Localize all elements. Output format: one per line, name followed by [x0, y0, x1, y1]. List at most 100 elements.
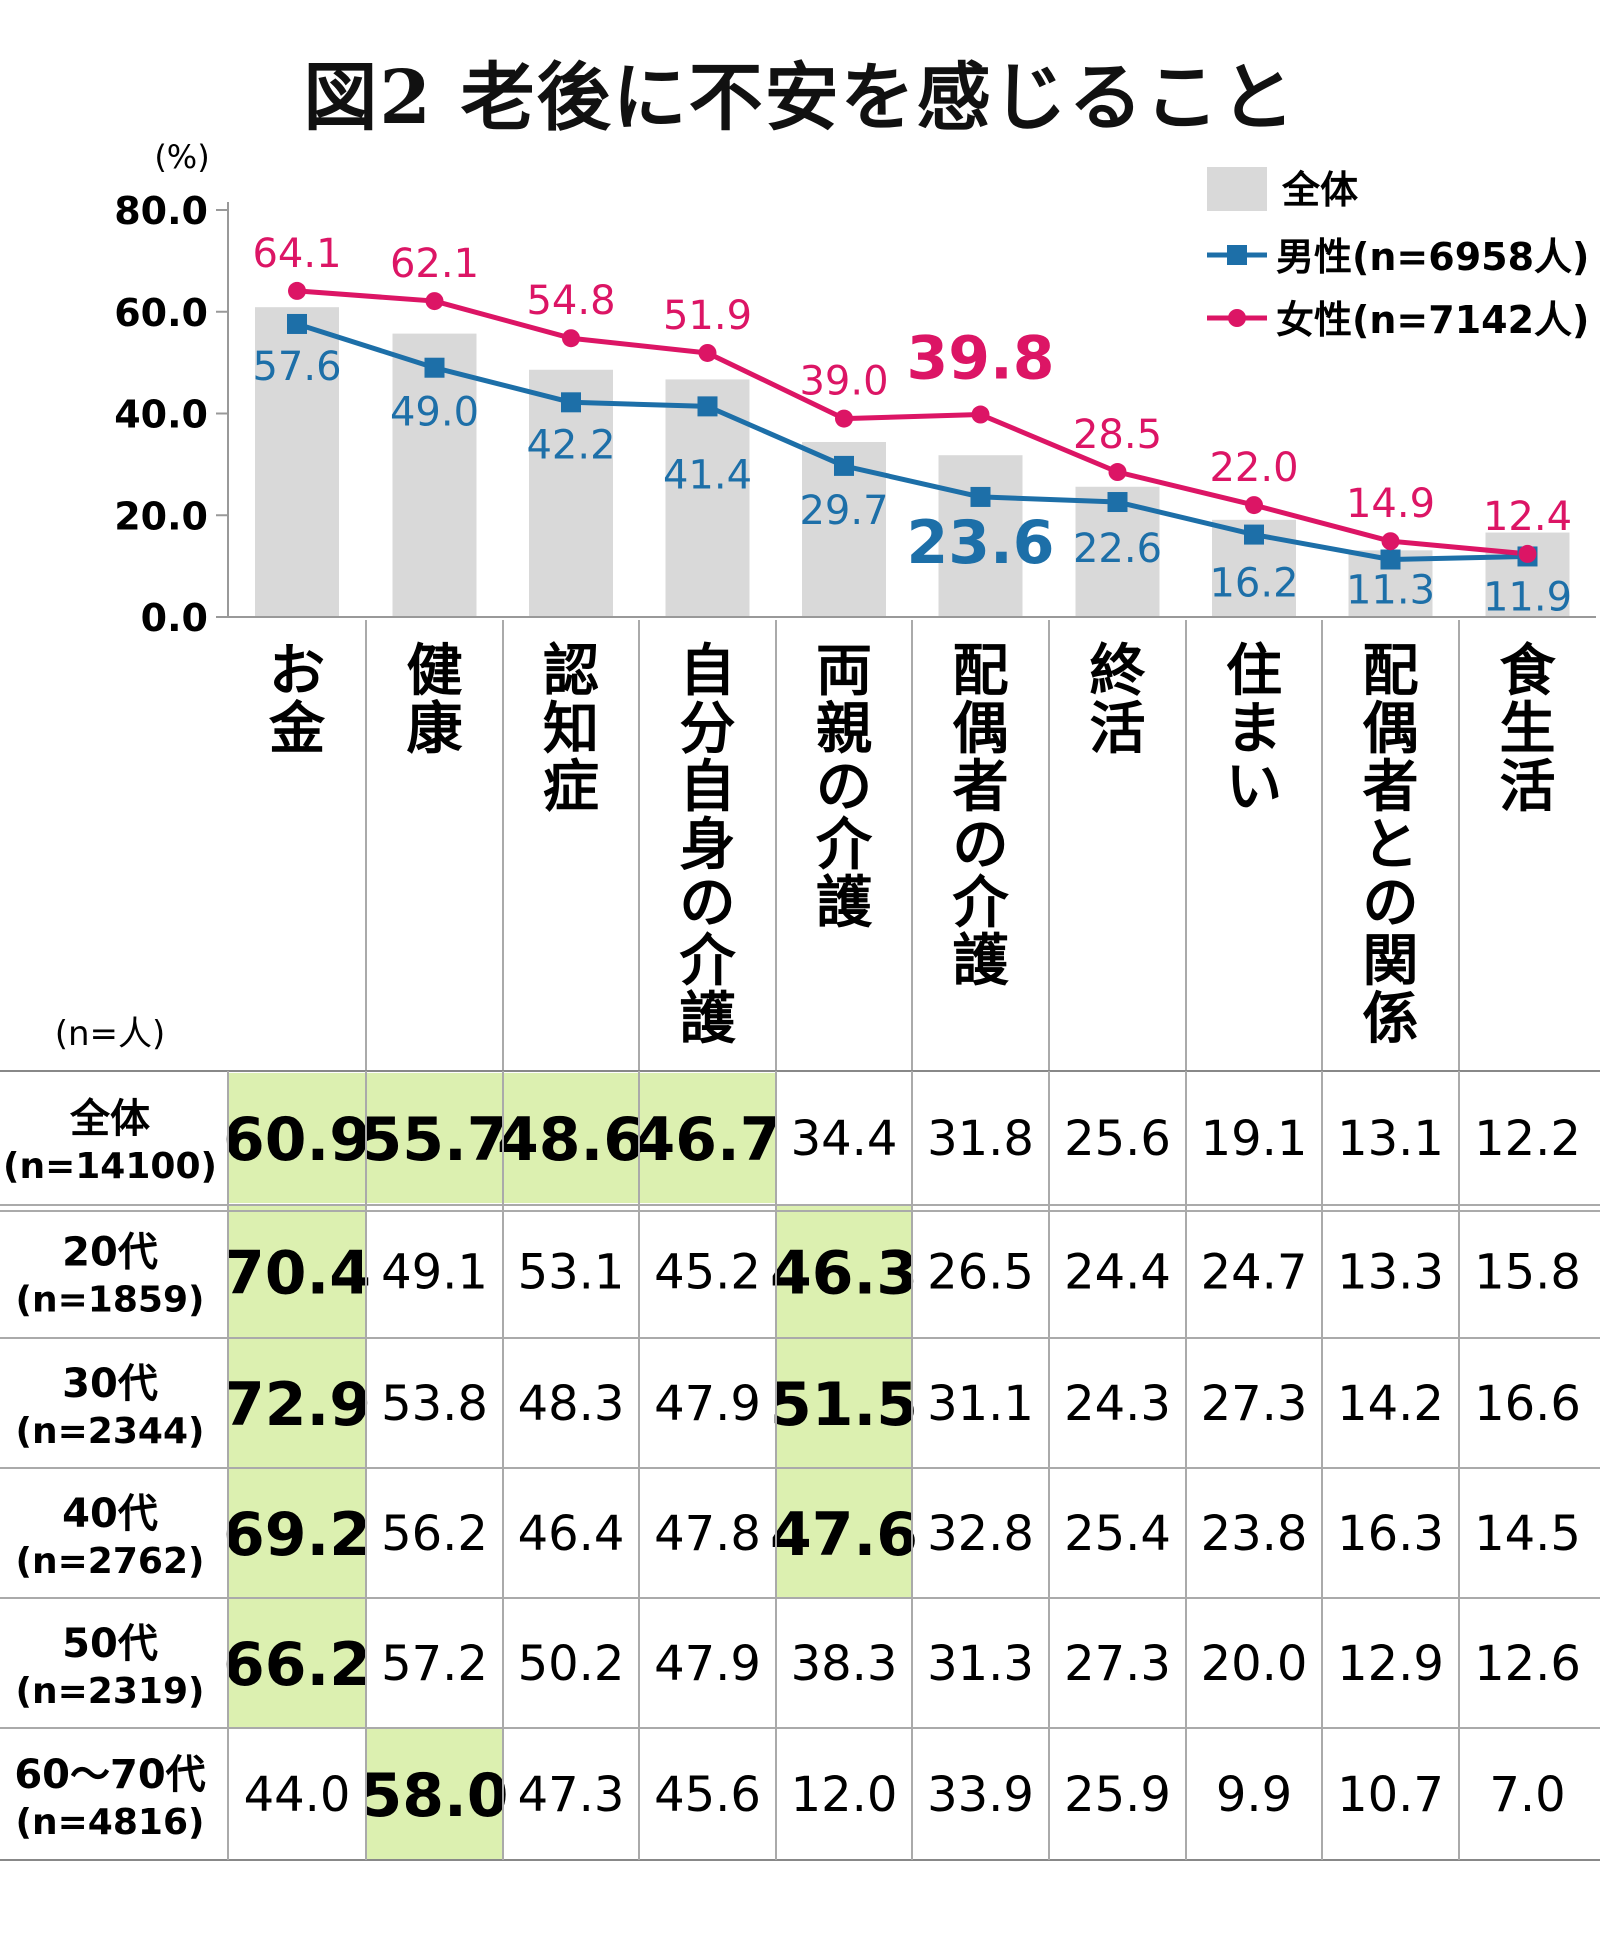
table-cell: 24.7 — [1201, 1245, 1308, 1301]
table-cell: 53.8 — [381, 1376, 488, 1432]
table-cell: 31.3 — [927, 1636, 1034, 1692]
table-cell: 57.2 — [381, 1636, 488, 1692]
female-point — [288, 281, 306, 300]
female-point — [1518, 544, 1537, 563]
male-point — [1244, 524, 1264, 545]
table-cell: 23.8 — [1201, 1506, 1308, 1562]
highlight-cell — [777, 1339, 911, 1467]
row-n-label: (n=14100) — [3, 1146, 217, 1187]
table-cell: 47.9 — [654, 1376, 761, 1432]
highlight-cell — [640, 1073, 775, 1203]
table-cell: 47.9 — [654, 1636, 761, 1692]
row-label: 20代 — [62, 1230, 158, 1276]
female-point — [835, 409, 853, 428]
table-cell: 47.3 — [518, 1767, 625, 1823]
y-tick-label: 0.0 — [141, 596, 208, 640]
y-tick-label: 20.0 — [114, 494, 208, 538]
highlight-cell — [229, 1339, 365, 1467]
table-cell: 58.0 — [360, 1761, 508, 1831]
y-tick-label: 60.0 — [114, 291, 208, 335]
female-point — [698, 343, 717, 362]
row-n-label: (n=1859) — [16, 1280, 205, 1321]
female-data-label: 22.0 — [1209, 445, 1298, 491]
table-cell: 38.3 — [791, 1636, 898, 1692]
female-point — [1108, 463, 1127, 482]
table-cell: 46.4 — [518, 1506, 625, 1562]
female-point — [971, 405, 990, 424]
male-data-label: 57.6 — [252, 344, 341, 390]
category-label-健康: 健康 — [407, 639, 463, 762]
male-data-label: 11.3 — [1346, 568, 1435, 614]
table-cell: 9.9 — [1216, 1767, 1292, 1823]
table-cell: 55.7 — [360, 1105, 508, 1175]
table-cell: 12.6 — [1474, 1636, 1581, 1692]
table-cell: 27.3 — [1201, 1376, 1308, 1432]
female-data-label: 28.5 — [1073, 412, 1162, 458]
table-cell: 15.8 — [1474, 1245, 1581, 1301]
female-point — [562, 329, 580, 348]
table-cell: 32.8 — [927, 1506, 1034, 1562]
category-label-終活: 終活 — [1090, 639, 1146, 762]
table-cell: 72.9 — [223, 1370, 371, 1440]
table-cell: 16.6 — [1474, 1376, 1581, 1432]
table-cell: 12.0 — [791, 1767, 898, 1823]
category-label-配偶者との関係: 配偶者との関係 — [1363, 639, 1419, 1052]
male-line — [296, 321, 1528, 563]
male-point — [1380, 549, 1401, 570]
table-cell: 47.6 — [770, 1500, 918, 1570]
table-cell: 25.6 — [1064, 1111, 1171, 1167]
y-tick-label: 40.0 — [114, 393, 208, 437]
highlight-cell — [367, 1073, 502, 1203]
female-data-label: 62.1 — [390, 241, 479, 287]
table-cell: 13.1 — [1337, 1111, 1444, 1167]
male-data-label: 16.2 — [1209, 561, 1298, 607]
table-cell: 14.5 — [1474, 1506, 1581, 1562]
row-n-label: (n=4816) — [16, 1802, 205, 1843]
row-n-label: (n=2762) — [16, 1541, 205, 1582]
table-cell: 50.2 — [518, 1636, 625, 1692]
table-cell: 44.0 — [244, 1767, 351, 1823]
table-cell: 48.3 — [518, 1376, 625, 1432]
row-n-label: (n=2319) — [16, 1671, 205, 1712]
row-label: 50代 — [62, 1621, 158, 1667]
table-cell: 13.3 — [1337, 1245, 1444, 1301]
category-label-配偶者の介護: 配偶者の介護 — [953, 639, 1010, 994]
highlight-cell — [777, 1206, 911, 1337]
male-data-label: 23.6 — [906, 508, 1054, 578]
female-data-label: 39.0 — [799, 359, 888, 405]
table-cell: 16.3 — [1337, 1506, 1444, 1562]
female-data-label: 39.8 — [906, 324, 1054, 394]
table-cell: 56.2 — [381, 1506, 488, 1562]
category-label-住まい: 住まい — [1226, 639, 1282, 820]
highlight-cell — [367, 1729, 502, 1859]
legend-label-female: 女性(n=7142人) — [1276, 298, 1589, 342]
n-unit-label: (n=人) — [55, 1014, 166, 1054]
table-cell: 53.1 — [518, 1245, 625, 1301]
table-cell: 24.3 — [1064, 1376, 1171, 1432]
y-tick-label: 80.0 — [114, 189, 208, 233]
table-cell: 25.4 — [1064, 1506, 1171, 1562]
female-data-label: 12.4 — [1483, 494, 1572, 540]
table-cell: 7.0 — [1489, 1767, 1565, 1823]
table-cell: 14.2 — [1337, 1376, 1444, 1432]
table-cell: 19.1 — [1201, 1111, 1308, 1167]
bar-配偶者の介護 — [938, 455, 1023, 617]
male-data-label: 29.7 — [799, 488, 888, 534]
table-cell: 24.4 — [1064, 1245, 1171, 1301]
highlight-cell — [229, 1206, 365, 1337]
table-cell: 31.8 — [927, 1111, 1034, 1167]
bar-お金 — [255, 307, 339, 617]
male-data-label: 49.0 — [390, 390, 479, 436]
female-data-label: 51.9 — [663, 293, 752, 339]
row-label: 30代 — [62, 1361, 158, 1407]
category-label-自分自身の介護: 自分自身の介護 — [680, 639, 737, 1052]
table-cell: 49.1 — [381, 1245, 488, 1301]
row-label: 60〜70代 — [14, 1752, 205, 1798]
table-cell: 26.5 — [927, 1245, 1034, 1301]
table-cell: 12.2 — [1474, 1111, 1581, 1167]
male-data-label: 42.2 — [526, 422, 615, 468]
male-data-label: 11.9 — [1483, 574, 1572, 620]
table-cell: 12.9 — [1337, 1636, 1444, 1692]
legend-swatch-total — [1207, 167, 1267, 211]
male-point — [424, 357, 445, 378]
